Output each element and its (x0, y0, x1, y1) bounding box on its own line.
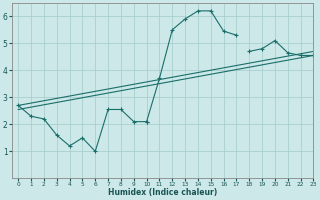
X-axis label: Humidex (Indice chaleur): Humidex (Indice chaleur) (108, 188, 217, 197)
